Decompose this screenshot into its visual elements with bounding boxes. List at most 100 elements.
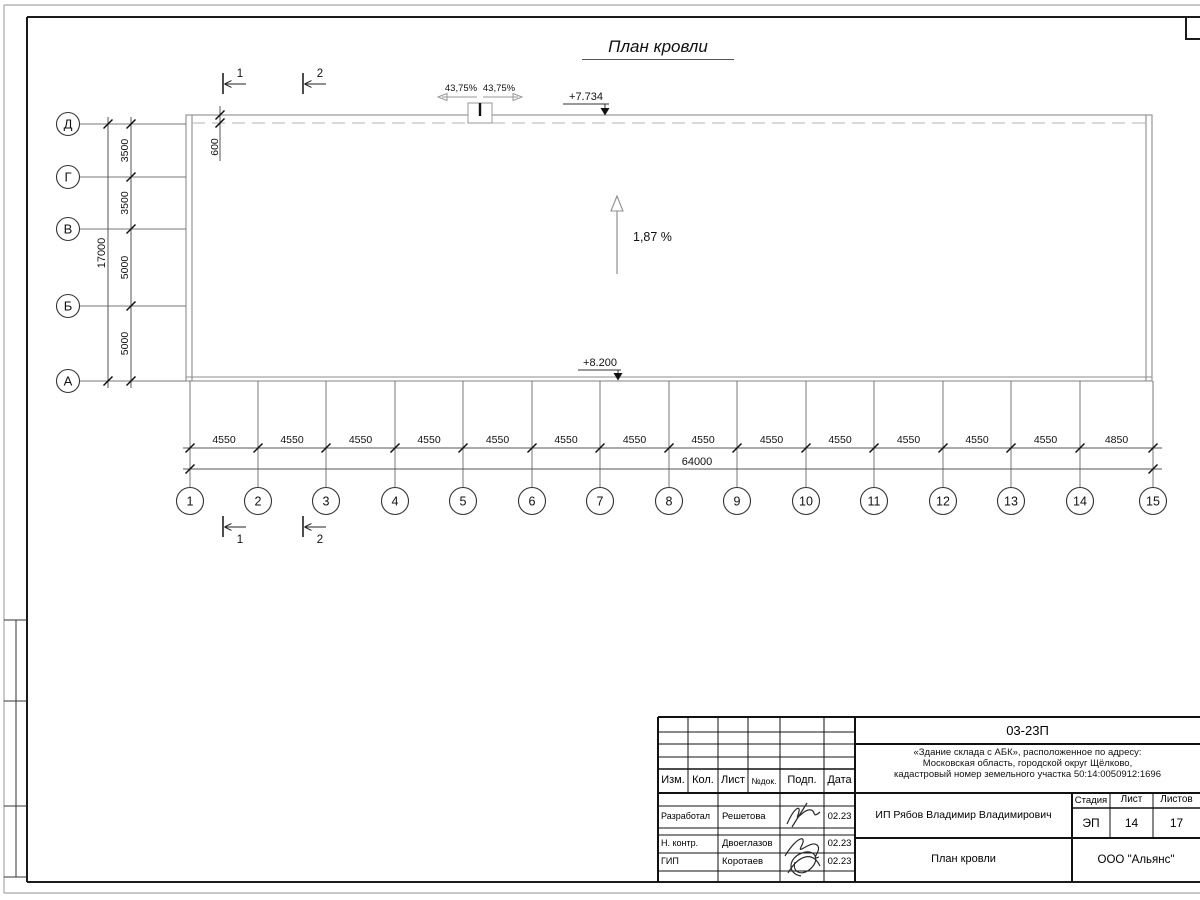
section-marker-label: 1: [237, 68, 243, 80]
col-dim-label: 4550: [349, 434, 373, 446]
section-marker: 2: [302, 68, 326, 94]
dim-tick: [1005, 442, 1017, 454]
col-bubble-label: 11: [868, 495, 881, 509]
col-dim-label: 4550: [760, 434, 784, 446]
col-dim-label: 4550: [897, 434, 921, 446]
section-marker-label: 1: [237, 534, 243, 546]
dim-tick: [125, 171, 137, 183]
offset-dim-600: 600: [209, 106, 226, 161]
col-dim-label: 4550: [417, 434, 441, 446]
col-dim-label: 4550: [1034, 434, 1058, 446]
dim-tick: [868, 442, 880, 454]
col-bubble-label: 12: [936, 495, 950, 509]
col-total-dim: 64000: [682, 456, 713, 468]
row-total-dim: 17000: [96, 238, 108, 269]
organization: ООО "Альянс": [1097, 853, 1175, 866]
col-bubble-label: 2: [255, 495, 262, 509]
sign-role: Разработал: [661, 811, 710, 822]
project-address-line: кадастровый номер земельного участка 50:…: [893, 769, 1161, 780]
col-bubble: [654, 486, 684, 516]
col-dim-label: 4550: [212, 434, 236, 446]
col-bubble: [175, 486, 205, 516]
col-bubble: [859, 486, 889, 516]
col-bubble: [1065, 486, 1095, 516]
page-title: План кровли: [582, 37, 734, 60]
dim-tick: [526, 442, 538, 454]
dim-tick: [184, 463, 196, 475]
sign-role: ГИП: [661, 856, 679, 867]
row-bubble-label: Г: [64, 170, 71, 185]
elevation-mark-bottom: +8.200: [578, 357, 623, 381]
drawing-frame: [26, 16, 1200, 883]
col-dim-label: 4550: [691, 434, 715, 446]
row-dim-label: 5000: [119, 332, 131, 356]
col-bubble: [722, 486, 752, 516]
slope-percent-label: 1,87 %: [633, 230, 672, 244]
row-bubble-label: А: [64, 374, 73, 389]
signature-3: [787, 851, 821, 877]
col-bubble-label: 15: [1146, 495, 1160, 509]
client-name: ИП Рябов Владимир Владимирович: [875, 808, 1052, 821]
row-bubble: [55, 111, 81, 137]
down-arrow-icon: [600, 108, 610, 116]
stage-value: ЭП: [1082, 815, 1100, 830]
sheets-label: Листов: [1160, 794, 1193, 806]
dim-tick: [1147, 442, 1159, 454]
dim-tick: [102, 375, 114, 387]
sign-name: Решетова: [722, 811, 766, 823]
project-address-line: Московская область, городской округ Щёлк…: [922, 758, 1133, 769]
col-bubble: [517, 486, 547, 516]
dim-tick: [125, 118, 137, 130]
sheets-value: 17: [1169, 815, 1184, 830]
sign-name: Коротаев: [722, 856, 764, 868]
building-outline: [185, 114, 1153, 382]
col-dim-label: 4550: [554, 434, 578, 446]
sheet-edge-lines: [3, 4, 1200, 894]
dim-tick: [800, 442, 812, 454]
row-bubble-label: В: [64, 222, 73, 237]
sheet-label: Лист: [1120, 794, 1143, 806]
slope-direction-arrows: [436, 92, 524, 102]
col-bubble-label: 14: [1073, 495, 1087, 509]
col-header-data: Дата: [827, 774, 852, 787]
section-cut-markers: 1 2 1 2: [222, 68, 326, 546]
col-bubble-label: 4: [392, 495, 399, 509]
col-header-podp: Подп.: [787, 774, 817, 787]
col-header-kol: Кол.: [692, 774, 714, 787]
dim-tick: [102, 118, 114, 130]
col-dim-label: 4550: [828, 434, 852, 446]
section-marker-label: 2: [317, 68, 323, 80]
project-address: «Здание склада с АБК», расположенное по …: [855, 747, 1200, 780]
row-dim-label: 3500: [119, 139, 131, 163]
col-bubble: [380, 486, 410, 516]
elevation-bottom-value: +8.200: [583, 357, 617, 369]
col-bubble: [996, 486, 1026, 516]
col-dim-label: 4550: [486, 434, 510, 446]
col-dim-label: 4550: [623, 434, 647, 446]
col-bubble: [791, 486, 821, 516]
roof-hatch-detail: 43,75% 43,75%: [436, 83, 524, 124]
dim-tick: [1074, 442, 1086, 454]
dim-tick: [184, 442, 196, 454]
col-header-list: Лист: [721, 774, 745, 787]
dim-tick: [320, 442, 332, 454]
slope-right-label: 43,75%: [483, 83, 516, 94]
dim-tick: [663, 442, 675, 454]
col-bubble-label: 3: [323, 495, 330, 509]
col-dim-label: 4850: [1105, 434, 1129, 446]
sign-name: Двоеглазов: [722, 838, 773, 850]
col-bubble: [1138, 486, 1168, 516]
dim-tick: [125, 300, 137, 312]
slope-left-label: 43,75%: [445, 83, 478, 94]
col-bubble: [448, 486, 478, 516]
col-bubble-label: 9: [734, 495, 741, 509]
col-bubble-label: 7: [597, 495, 604, 509]
sign-date: 02.23: [827, 838, 852, 850]
title-block-lines: [657, 716, 1200, 882]
col-bubble-label: 8: [666, 495, 673, 509]
col-bubble-label: 6: [529, 495, 536, 509]
drawing-title: План кровли: [931, 853, 996, 866]
dim-tick: [252, 442, 264, 454]
row-axis-grid: Д Г В Б А: [55, 111, 186, 394]
doc-number: 03-23П: [1006, 722, 1049, 738]
